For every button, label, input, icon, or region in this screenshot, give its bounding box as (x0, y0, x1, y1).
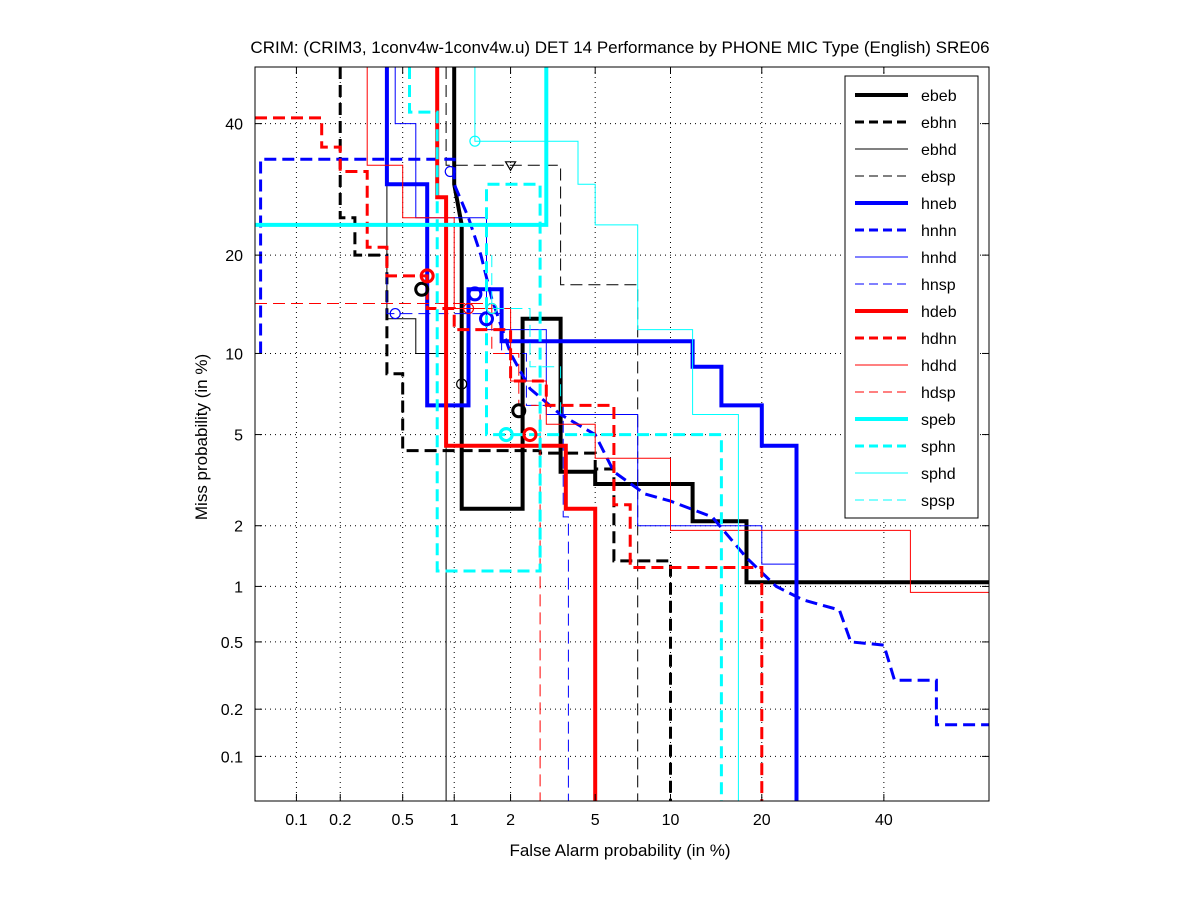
legend-label-hnsp: hnsp (921, 277, 956, 294)
y-tick-label: 2 (234, 519, 243, 536)
series-spsp-line (491, 255, 562, 415)
y-tick-label: 0.2 (221, 702, 243, 719)
y-axis-label: Miss probability (in %) (192, 354, 211, 520)
series-hdeb-line (435, 67, 598, 801)
legend-label-hdeb: hdeb (921, 304, 957, 321)
legend-label-ebeb: ebeb (921, 88, 957, 105)
series-group (255, 67, 989, 801)
legend-label-ebhd: ebhd (921, 142, 957, 159)
series-hnhn-marker (479, 311, 495, 327)
x-axis-label: False Alarm probability (in %) (509, 841, 730, 860)
series-ebhn-marker (414, 281, 430, 297)
axes-frame (254, 66, 990, 802)
legend-label-hdhn: hdhn (921, 331, 957, 348)
x-tick-label: 0.5 (392, 812, 414, 829)
x-tick-label: 2 (506, 812, 515, 829)
series-hdhd-line (366, 67, 989, 593)
legend-label-ebsp: ebsp (921, 169, 956, 186)
series-hdhd-marker (462, 302, 475, 315)
series-sphn-line (408, 67, 723, 801)
x-tick-label: 10 (662, 812, 680, 829)
y-tick-label: 5 (234, 428, 243, 445)
chart-title: CRIM: (CRIM3, 1conv4w-1conv4w.u) DET 14 … (250, 38, 989, 57)
series-ebsp-marker (504, 161, 517, 172)
series-ebhn-line (338, 67, 672, 801)
series-ebhd-marker (456, 378, 468, 390)
x-tick-label: 5 (591, 812, 600, 829)
series-hnsp-marker (389, 307, 401, 320)
legend: ebeb ebhn ebhd ebsp hneb hnhn hnhd hnsp hdeb hdhn… (844, 75, 979, 519)
legend-label-sphn: sphn (921, 439, 956, 456)
legend-label-spsp: spsp (921, 493, 955, 510)
series-hnhd-marker (444, 165, 456, 178)
series-ebsp-line (445, 67, 639, 801)
legend-label-hdsp: hdsp (921, 385, 956, 402)
marker-group (389, 135, 538, 443)
series-speb-line (255, 67, 549, 227)
x-tick-label: 40 (875, 812, 893, 829)
legend-label-sphd: sphd (921, 466, 956, 483)
y-tick-label: 40 (225, 117, 243, 134)
legend-label-speb: speb (921, 412, 956, 429)
legend-label-hnhn: hnhn (921, 223, 957, 240)
series-hdeb-marker (522, 427, 538, 443)
legend-label-hdhd: hdhd (921, 358, 957, 375)
series-hneb-marker (467, 286, 483, 302)
series-sphn-marker (498, 427, 514, 443)
x-tick-label: 1 (450, 812, 459, 829)
y-tick-label: 20 (225, 248, 243, 265)
legend-label-hneb: hneb (921, 196, 957, 213)
y-tick-label: 1 (234, 579, 243, 596)
legend-label-hnhd: hnhd (921, 250, 957, 267)
legend-label-ebhn: ebhn (921, 115, 957, 132)
series-ebeb-marker (511, 403, 527, 419)
series-ebeb-line (452, 67, 989, 585)
y-tick-label: 0.5 (221, 635, 243, 652)
x-tick-label: 0.2 (329, 812, 351, 829)
series-spsp-marker (486, 302, 498, 315)
y-tick-label: 0.1 (221, 749, 243, 766)
series-sphd-line (474, 67, 739, 801)
series-sphd-marker (469, 135, 481, 147)
series-hdhn-marker (419, 268, 435, 284)
x-tick-label: 0.1 (285, 812, 307, 829)
legend-box (844, 75, 979, 519)
x-tick-label: 20 (753, 812, 771, 829)
y-tick-label: 10 (225, 346, 243, 363)
series-hnhd-line (394, 67, 797, 565)
plot-area: 0.1 0.2 0.5 1 2 5 10 20 40 0.1 0.2 0.5 1 2 5 10 20 40 (221, 66, 990, 829)
